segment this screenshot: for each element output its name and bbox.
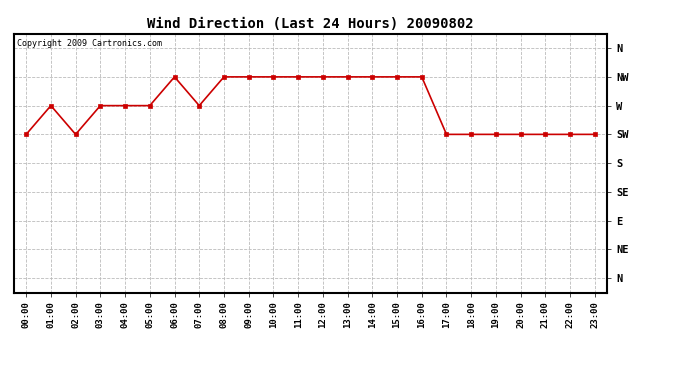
Title: Wind Direction (Last 24 Hours) 20090802: Wind Direction (Last 24 Hours) 20090802 xyxy=(147,17,474,31)
Text: Copyright 2009 Cartronics.com: Copyright 2009 Cartronics.com xyxy=(17,39,161,48)
